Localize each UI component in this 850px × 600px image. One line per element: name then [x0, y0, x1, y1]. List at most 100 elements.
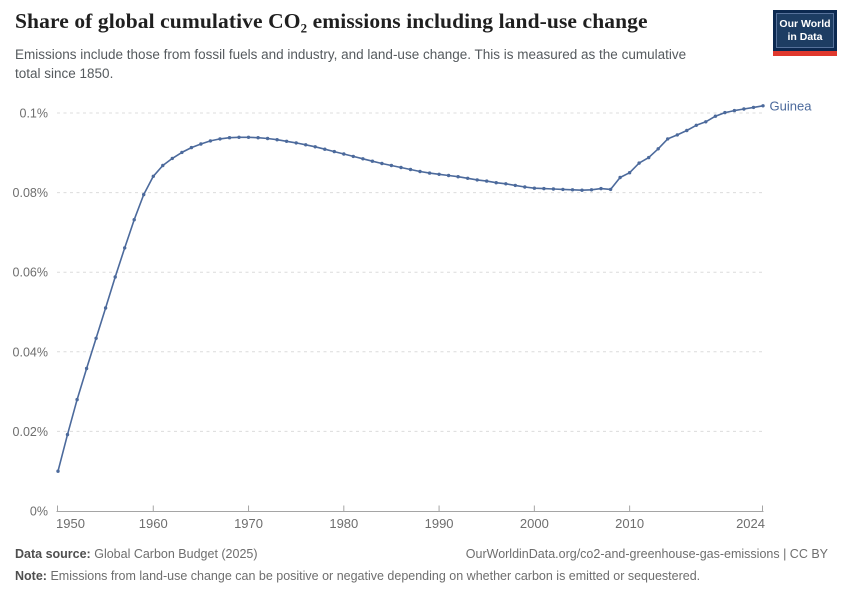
- x-axis-tick-label: 2000: [520, 516, 549, 531]
- series-point: [685, 128, 689, 133]
- owid-link[interactable]: OurWorldinData.org/co2-and-greenhouse-ga…: [465, 547, 828, 561]
- series-point: [284, 139, 289, 143]
- series-point: [84, 366, 89, 371]
- series-point: [94, 336, 98, 340]
- x-axis-tick-label: 1960: [139, 516, 168, 531]
- series-point: [170, 156, 174, 161]
- series-point: [75, 397, 79, 402]
- series-point: [265, 136, 270, 141]
- series-point: [380, 161, 384, 166]
- note-label: Note:: [15, 568, 47, 583]
- series-point: [275, 138, 279, 142]
- series-point: [361, 157, 365, 161]
- series-point: [618, 175, 622, 180]
- series-point: [561, 187, 565, 192]
- series-point: [399, 165, 403, 170]
- x-axis-tick-label: 2010: [615, 516, 644, 531]
- series-point: [304, 143, 308, 147]
- x-axis-tick-label: 2024: [736, 516, 765, 531]
- series-point: [542, 186, 546, 191]
- line-chart-plot: 0% 0.02% 0.04% 0.06% 0.08% 0.1% 1950 1960 1970 19…: [13, 98, 813, 531]
- owid-logo-line2: in Data: [787, 30, 823, 43]
- series-point: [389, 163, 394, 168]
- series-point: [437, 172, 441, 176]
- x-axis-tick-label: 1980: [329, 516, 358, 531]
- series-point: [523, 185, 527, 189]
- series-point: [713, 114, 718, 118]
- y-axis-tick-label: 0.08%: [13, 186, 48, 200]
- series-point: [370, 159, 375, 163]
- series-point: [475, 178, 479, 182]
- series-point: [256, 136, 260, 140]
- series-point: [466, 176, 470, 180]
- owid-logo-text: Our World in Data: [776, 13, 834, 48]
- series-point: [113, 275, 117, 279]
- series-point: [161, 163, 165, 168]
- y-axis-tick-label: 0%: [30, 505, 48, 519]
- series-point: [189, 145, 194, 150]
- series-point: [627, 171, 632, 175]
- series-point: [180, 150, 184, 155]
- series-point: [246, 135, 251, 139]
- series-point: [580, 188, 584, 192]
- series-point: [227, 136, 232, 140]
- series-point: [332, 149, 336, 154]
- series-point: [132, 218, 136, 222]
- series-point: [694, 123, 698, 128]
- chart-title: Share of global cumulative CO₂ emissions…: [15, 9, 648, 33]
- series-point: [142, 192, 146, 197]
- x-axis-tick-label: 1970: [234, 516, 263, 531]
- series-point: [751, 105, 756, 110]
- series-point: [570, 188, 575, 192]
- series-point: [418, 169, 422, 174]
- y-axis-tick-label: 0.1%: [20, 107, 49, 121]
- entity-label[interactable]: Guinea: [770, 98, 813, 113]
- series-point: [123, 246, 127, 250]
- series-point: [704, 120, 708, 124]
- owid-logo[interactable]: Our World in Data: [773, 10, 837, 56]
- series-point: [513, 183, 517, 188]
- x-axis-tick-label: 1950: [56, 516, 85, 531]
- series-point: [742, 107, 746, 111]
- note-value: Emissions from land-use change can be po…: [50, 568, 701, 583]
- series-point: [532, 186, 537, 190]
- series-point: [504, 182, 508, 186]
- series-point: [666, 137, 670, 141]
- chart-note: Note: Emissions from land-use change can…: [15, 568, 828, 585]
- series-point: [218, 137, 222, 141]
- owid-logo-red-bar: [773, 51, 837, 56]
- series-point: [151, 174, 155, 178]
- y-axis-tick-label: 0.02%: [13, 425, 48, 439]
- series-point: [589, 188, 594, 192]
- series-point: [199, 142, 203, 146]
- series-point: [551, 187, 556, 191]
- chart-subtitle: Emissions include those from fossil fuel…: [15, 47, 687, 81]
- owid-logo-line1: Our World: [779, 18, 831, 31]
- series-point: [56, 469, 60, 473]
- data-source-value: Global Carbon Budget (2025): [94, 547, 258, 561]
- series-point: [732, 108, 737, 113]
- data-source-label: Data source:: [15, 547, 91, 561]
- series-point: [761, 104, 765, 108]
- series-point: [456, 175, 460, 179]
- series-point: [599, 186, 603, 191]
- series-point: [656, 147, 660, 151]
- data-source: Data source: Global Carbon Budget (2025): [15, 546, 258, 563]
- series-point: [408, 167, 413, 172]
- series-point: [351, 154, 355, 159]
- series-point: [608, 187, 613, 192]
- series-point: [446, 173, 451, 178]
- series-point: [427, 171, 432, 175]
- series-point: [323, 147, 327, 151]
- series-point: [342, 152, 346, 156]
- series-point: [294, 141, 298, 145]
- series-point: [208, 139, 213, 143]
- series-point: [494, 181, 498, 185]
- series-point: [637, 161, 641, 165]
- series-point: [103, 306, 108, 310]
- series-point: [723, 110, 727, 115]
- series-point: [485, 179, 489, 183]
- y-axis-tick-label: 0.04%: [13, 345, 48, 359]
- series-line-guinea[interactable]: [57, 105, 764, 472]
